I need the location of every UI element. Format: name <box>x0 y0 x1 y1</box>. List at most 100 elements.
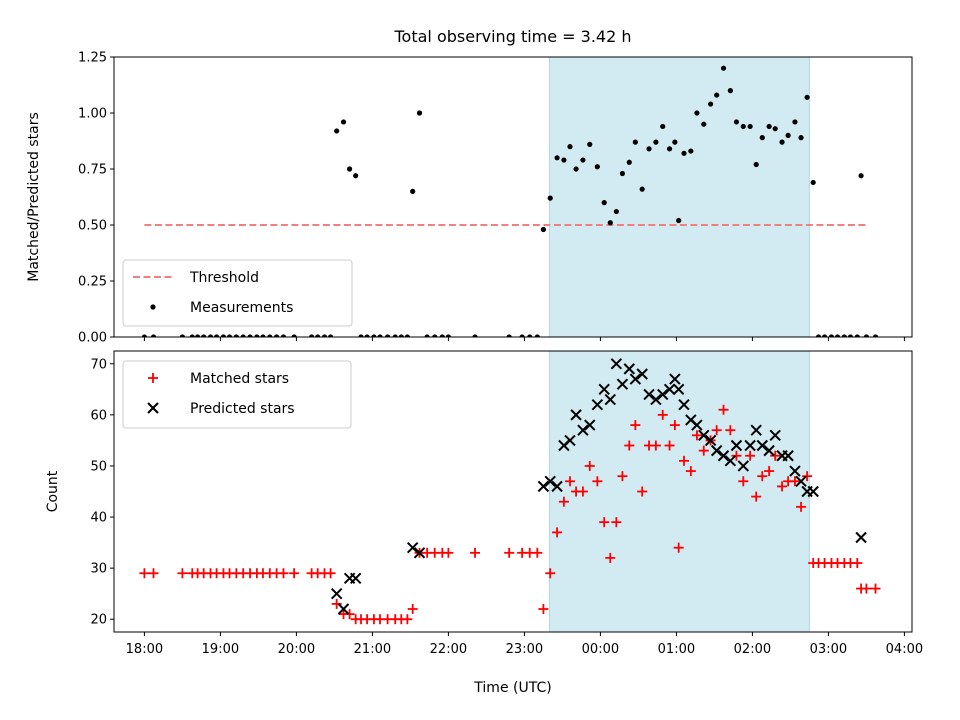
matched-star-point <box>777 481 788 492</box>
measurement-point <box>291 334 297 337</box>
matched-star-point <box>673 542 684 553</box>
measurement-point <box>626 159 632 165</box>
measurement-point <box>619 170 626 177</box>
predicted-star-point <box>795 475 807 487</box>
top-series-1 <box>141 65 879 337</box>
measurement-point <box>639 186 645 192</box>
matched-star-point <box>669 420 680 431</box>
measurement-point <box>847 334 854 337</box>
measurement-point <box>607 220 613 226</box>
measurement-point <box>872 334 879 337</box>
top-ytick-label: 0.50 <box>78 219 107 234</box>
matched-star-point <box>789 476 800 487</box>
measurement-point <box>561 157 567 163</box>
bottom-observing-window <box>548 350 810 633</box>
measurement-point <box>701 121 707 127</box>
predicted-star-point <box>737 460 749 472</box>
predicted-star-point <box>717 450 730 462</box>
measurement-point <box>220 334 227 337</box>
legend-measurement-swatch <box>150 304 156 310</box>
measurement-point <box>810 179 816 186</box>
xtick-label: 03:00 <box>810 642 847 657</box>
matched-star-point <box>657 409 668 420</box>
bottom-series-1 <box>139 404 881 625</box>
predicted-star-point <box>855 531 867 544</box>
measurement-point <box>547 195 553 201</box>
measurement-point <box>858 173 864 179</box>
measurement-point <box>772 126 778 132</box>
measurement-point <box>694 110 700 116</box>
bottom-ytick-label: 30 <box>90 562 107 577</box>
measurement-point <box>779 139 785 145</box>
xtick-label: 01:00 <box>658 642 695 657</box>
measurement-point <box>347 166 353 172</box>
legend-predicted-swatch <box>147 402 159 414</box>
legend-matched-swatch <box>148 373 158 383</box>
measurement-point <box>727 88 733 94</box>
measurement-point <box>863 334 869 337</box>
matched-star-point <box>331 598 342 609</box>
predicted-star-point <box>669 373 681 385</box>
predicted-star-point <box>349 572 362 585</box>
matched-star-point <box>630 420 641 431</box>
predicted-star-point <box>672 383 685 396</box>
predicted-star-point <box>691 419 703 431</box>
xtick-label: 22:00 <box>430 642 467 657</box>
measurement-point <box>554 155 560 161</box>
matched-star-point <box>407 604 418 615</box>
measurement-point <box>472 334 478 337</box>
matched-star-point <box>624 440 635 451</box>
measurement-point <box>207 334 214 337</box>
measurement-point <box>260 334 266 337</box>
xtick-label: 20:00 <box>278 642 315 657</box>
matched-star-point <box>852 558 863 569</box>
measurement-point <box>404 334 410 337</box>
predicted-star-point <box>807 485 819 498</box>
measurement-point <box>385 334 391 337</box>
top-axes-frame <box>113 56 913 338</box>
matched-star-point <box>637 486 648 497</box>
predicted-star-point <box>643 388 655 401</box>
xtick-label: 19:00 <box>202 642 239 657</box>
measurement-point <box>371 334 377 337</box>
bottom-legend: Matched stars Predicted stars <box>122 360 352 429</box>
measurement-point <box>714 92 720 98</box>
measurement-point <box>233 334 239 337</box>
matched-star-point <box>344 609 355 620</box>
matched-star-point <box>148 568 159 579</box>
matched-star-point <box>545 568 556 579</box>
measurement-point <box>747 123 753 130</box>
measurement-point <box>201 334 207 337</box>
top-y-axis-label: Matched/Predicted stars <box>26 112 42 282</box>
matched-star-point <box>504 547 515 558</box>
measurement-point <box>334 128 340 134</box>
measurement-point <box>660 123 666 130</box>
matched-star-point <box>664 440 675 451</box>
top-ytick-label: 0.00 <box>78 331 107 346</box>
measurement-point <box>424 334 430 337</box>
predicted-star-point <box>657 388 669 401</box>
matched-star-point <box>139 568 150 579</box>
predicted-star-point <box>564 434 576 447</box>
matched-star-point <box>611 517 622 528</box>
measurement-point <box>740 123 746 130</box>
matched-star-point <box>796 501 807 512</box>
measurement-point <box>226 334 233 337</box>
matched-star-point <box>605 552 616 563</box>
measurement-point <box>195 334 201 337</box>
measurement-point <box>364 334 370 337</box>
matched-star-point <box>278 568 289 579</box>
measurement-point <box>688 148 694 154</box>
measurement-point <box>798 135 804 141</box>
matched-star-point <box>177 568 188 579</box>
chart-title: Total observing time = 3.42 h <box>393 27 631 46</box>
measurement-point <box>392 334 398 337</box>
matched-star-point <box>711 425 722 436</box>
bottom-ytick-label: 40 <box>90 511 107 526</box>
measurement-point <box>416 110 423 116</box>
matched-star-point <box>861 583 872 594</box>
predicted-star-point <box>698 429 710 442</box>
matched-star-point <box>764 466 775 477</box>
measurement-point <box>321 334 328 337</box>
